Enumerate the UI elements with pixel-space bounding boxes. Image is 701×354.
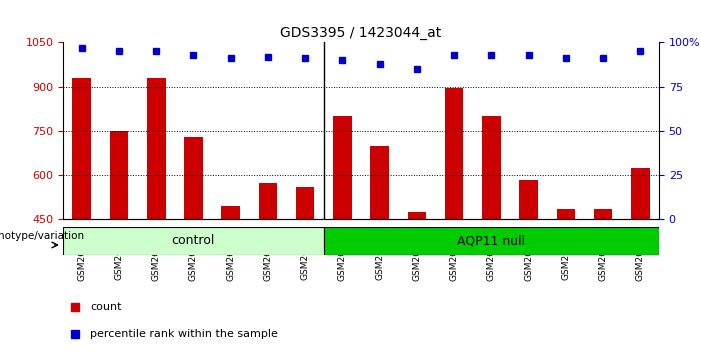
Bar: [72, 78, 91, 219]
Bar: [259, 183, 277, 219]
Text: AQP11 null: AQP11 null: [457, 234, 526, 247]
Bar: [594, 209, 613, 219]
Bar: [557, 209, 575, 219]
Bar: [109, 131, 128, 219]
Title: GDS3395 / 1423044_at: GDS3395 / 1423044_at: [280, 26, 442, 40]
Bar: [407, 212, 426, 219]
Bar: [333, 116, 352, 219]
Bar: [519, 179, 538, 219]
Text: percentile rank within the sample: percentile rank within the sample: [90, 329, 278, 339]
Bar: [445, 88, 463, 219]
Bar: [482, 116, 501, 219]
Bar: [184, 137, 203, 219]
Bar: [222, 206, 240, 219]
FancyBboxPatch shape: [324, 227, 659, 255]
Bar: [296, 187, 315, 219]
FancyBboxPatch shape: [63, 227, 324, 255]
Text: genotype/variation: genotype/variation: [0, 232, 84, 241]
Text: count: count: [90, 302, 121, 312]
Text: control: control: [172, 234, 215, 247]
Bar: [631, 168, 650, 219]
Bar: [370, 146, 389, 219]
Bar: [147, 78, 165, 219]
